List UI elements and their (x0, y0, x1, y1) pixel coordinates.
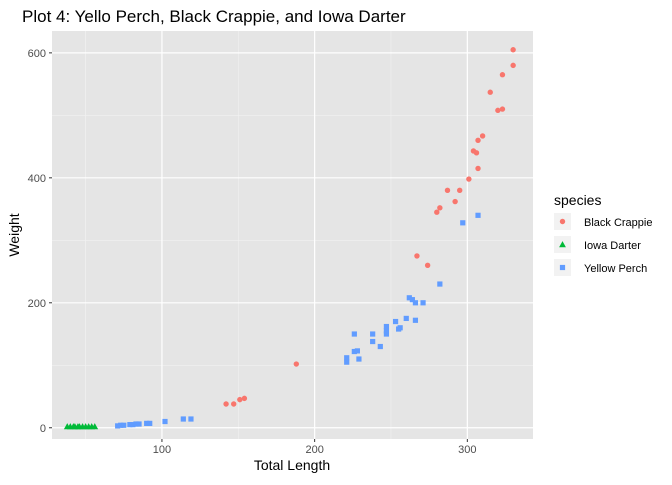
y-tick-label: 0 (40, 423, 46, 435)
data-point (409, 297, 415, 303)
data-point (241, 395, 248, 402)
data-points (63, 47, 516, 430)
data-point (479, 133, 486, 139)
data-point (383, 328, 390, 334)
data-point (136, 421, 142, 427)
plot-panel (52, 31, 533, 439)
data-point (457, 187, 463, 194)
y-axis-label: Weight (6, 213, 22, 256)
legend-title: species (554, 192, 601, 208)
y-tick-label: 200 (28, 298, 46, 310)
data-point (414, 253, 420, 259)
data-point (510, 47, 516, 53)
data-point (495, 107, 501, 114)
data-point (115, 423, 121, 429)
data-point (460, 220, 466, 226)
data-point (412, 317, 419, 323)
data-point (499, 72, 506, 78)
data-point (344, 355, 350, 361)
legend-label: Yellow Perch (584, 263, 647, 275)
legend-label: Iowa Darter (584, 240, 641, 252)
data-point (162, 418, 168, 425)
data-point (466, 176, 472, 182)
data-point (412, 300, 419, 306)
data-point (370, 331, 376, 337)
data-point (403, 315, 409, 322)
data-point (475, 165, 481, 172)
x-tick-label: 300 (458, 444, 476, 456)
data-point (475, 212, 481, 218)
data-point (91, 423, 99, 430)
data-point (231, 401, 237, 407)
data-point (383, 331, 390, 337)
data-point (424, 262, 431, 269)
data-point (188, 416, 194, 422)
data-point (118, 422, 124, 428)
grid (52, 31, 533, 439)
legend-marker (559, 241, 566, 248)
data-point (499, 106, 506, 112)
legend-label: Black Crappie (584, 217, 652, 229)
data-point (147, 420, 153, 426)
data-point (377, 343, 383, 350)
x-tick-label: 200 (305, 444, 323, 456)
data-point (420, 300, 426, 306)
chart-title: Plot 4: Yello Perch, Black Crappie, and … (22, 7, 406, 26)
legend-marker (559, 218, 566, 225)
x-tick-label: 100 (153, 444, 171, 456)
y-tick-label: 400 (28, 173, 46, 185)
data-point (510, 62, 516, 69)
data-point (356, 356, 362, 362)
data-point (444, 187, 451, 194)
data-point (406, 295, 412, 301)
data-point (437, 281, 443, 287)
data-point (351, 348, 357, 355)
data-point (383, 323, 390, 330)
legend-marker (559, 264, 566, 271)
data-point (397, 325, 403, 331)
data-point (487, 89, 493, 95)
data-point (437, 205, 443, 211)
x-axis-label: Total Length (254, 457, 330, 473)
axes: 100 200 300 0 200 400 600 (28, 48, 477, 456)
data-point (293, 361, 300, 367)
data-point (351, 331, 357, 337)
data-point (130, 422, 136, 428)
data-point (475, 137, 481, 144)
legend: species Black Crappie Iowa Darter Yellow P… (554, 192, 652, 276)
data-point (473, 150, 480, 156)
data-point (452, 198, 458, 205)
data-point (127, 422, 133, 428)
data-point (223, 401, 229, 407)
legend-items: Black Crappie Iowa Darter Yellow Perch (554, 213, 652, 276)
data-point (392, 318, 399, 325)
data-point (180, 416, 186, 422)
data-point (434, 209, 440, 215)
data-point (237, 396, 243, 403)
data-point (354, 348, 360, 354)
data-point (144, 420, 150, 426)
y-tick-label: 600 (28, 48, 46, 60)
data-point (121, 422, 127, 428)
data-point (344, 359, 350, 365)
data-point (133, 421, 139, 427)
data-point (370, 338, 376, 345)
